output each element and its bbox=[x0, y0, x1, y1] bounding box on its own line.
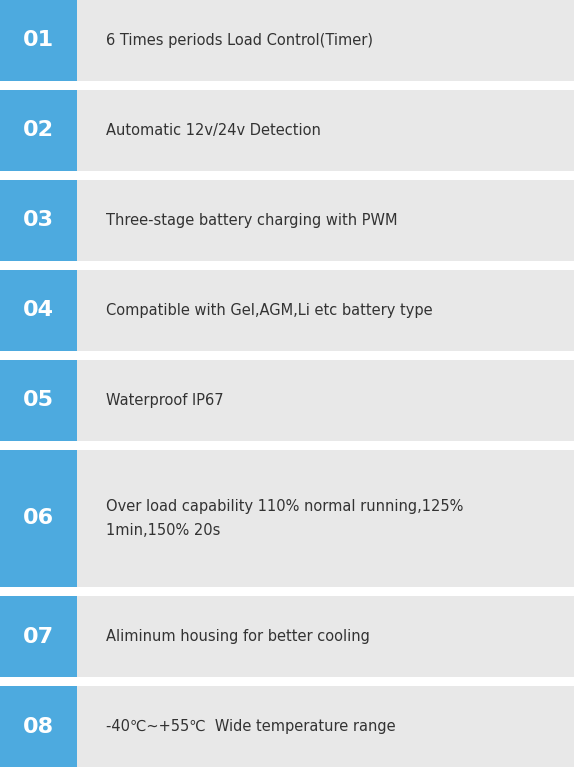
Bar bbox=[77, 0, 574, 81]
Bar bbox=[0, 677, 574, 686]
Bar bbox=[0, 360, 77, 440]
Bar bbox=[0, 261, 574, 270]
Text: 05: 05 bbox=[23, 390, 55, 410]
Text: Waterproof IP67: Waterproof IP67 bbox=[106, 393, 224, 408]
Bar bbox=[77, 90, 574, 171]
Text: 04: 04 bbox=[23, 300, 55, 321]
Text: Three-stage battery charging with PWM: Three-stage battery charging with PWM bbox=[106, 212, 398, 228]
Bar bbox=[77, 449, 574, 587]
Text: 02: 02 bbox=[23, 120, 55, 140]
Text: Compatible with Gel,AGM,Li etc battery type: Compatible with Gel,AGM,Li etc battery t… bbox=[106, 303, 433, 318]
Text: Over load capability 110% normal running,125%
1min,150% 20s: Over load capability 110% normal running… bbox=[106, 499, 464, 538]
Text: 01: 01 bbox=[23, 31, 55, 51]
Text: 6 Times periods Load Control(Timer): 6 Times periods Load Control(Timer) bbox=[106, 33, 373, 48]
Text: 03: 03 bbox=[23, 210, 55, 230]
Bar bbox=[0, 440, 574, 449]
Bar bbox=[0, 0, 77, 81]
Text: 06: 06 bbox=[23, 509, 55, 528]
Bar bbox=[77, 180, 574, 261]
Bar bbox=[0, 587, 574, 596]
Bar bbox=[0, 351, 574, 360]
Bar bbox=[77, 360, 574, 440]
Text: 07: 07 bbox=[23, 627, 55, 647]
Bar bbox=[0, 686, 77, 767]
Bar bbox=[0, 180, 77, 261]
Bar bbox=[77, 270, 574, 351]
Bar bbox=[0, 596, 77, 677]
Bar bbox=[0, 449, 77, 587]
Bar bbox=[77, 596, 574, 677]
Bar bbox=[0, 90, 77, 171]
Text: Automatic 12v/24v Detection: Automatic 12v/24v Detection bbox=[106, 123, 321, 138]
Bar bbox=[0, 270, 77, 351]
Text: -40℃~+55℃  Wide temperature range: -40℃~+55℃ Wide temperature range bbox=[106, 719, 396, 734]
Text: Aliminum housing for better cooling: Aliminum housing for better cooling bbox=[106, 629, 370, 644]
Bar bbox=[0, 81, 574, 90]
Bar bbox=[77, 686, 574, 767]
Text: 08: 08 bbox=[23, 716, 55, 736]
Bar bbox=[0, 171, 574, 180]
